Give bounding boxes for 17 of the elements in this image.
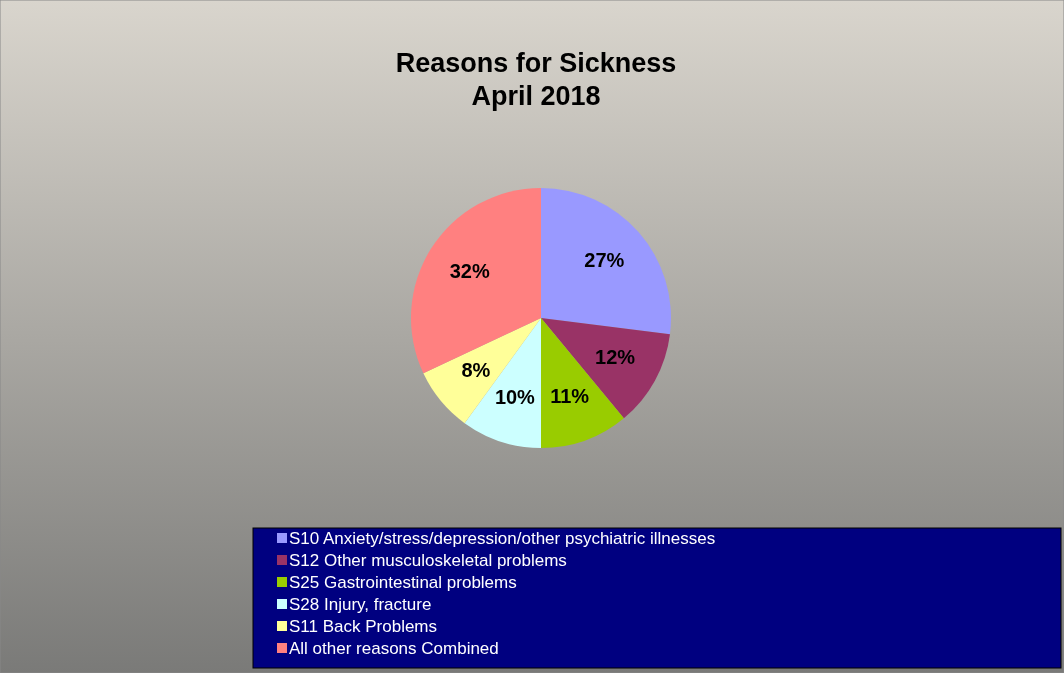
legend-label: S25 Gastrointestinal problems <box>289 573 517 592</box>
legend-label: All other reasons Combined <box>289 639 499 658</box>
data-label: 11% <box>550 384 590 407</box>
pie-slice <box>541 188 671 335</box>
legend-label: S12 Other musculoskeletal problems <box>289 551 567 570</box>
data-label: 32% <box>449 260 490 282</box>
data-label: 8% <box>461 359 491 382</box>
pie-slice <box>464 318 541 448</box>
pie-slice <box>541 318 670 419</box>
data-label: 12% <box>595 345 636 368</box>
data-label: 10% <box>494 385 536 408</box>
pie-slice <box>423 318 541 424</box>
legend-label: S10 Anxiety/stress/depression/other psychiatric illnesses <box>289 529 716 548</box>
legend-label: S28 Injury, fracture <box>289 595 432 614</box>
chart-title: Reasons for Sickness April 2018 <box>395 48 677 111</box>
data-label: 27% <box>584 249 625 272</box>
legend-label: S11 Back Problems <box>289 617 438 636</box>
